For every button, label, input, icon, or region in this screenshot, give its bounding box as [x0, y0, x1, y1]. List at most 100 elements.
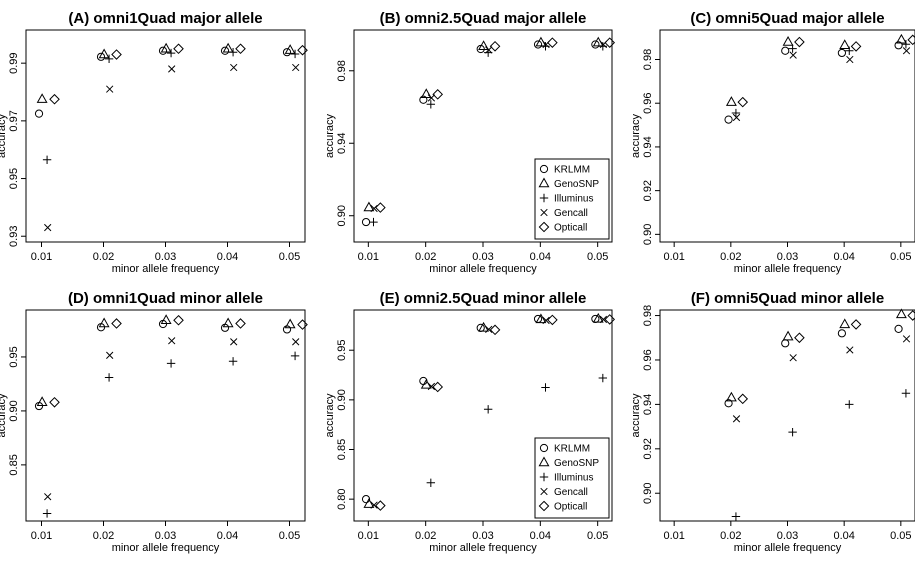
- point-illuminus: [369, 217, 378, 227]
- y-tick-label: 0.94: [642, 394, 654, 415]
- point-gencall: [106, 85, 114, 93]
- point-krlmm: [724, 399, 733, 408]
- point-genosnp: [592, 312, 604, 323]
- point-genosnp: [160, 314, 172, 324]
- point-genosnp: [284, 44, 296, 54]
- panel-c: (C) omni5Quad major allele 0.01 0.02 0.03 0.…: [630, 10, 915, 275]
- plot-frame: [659, 309, 915, 522]
- y-tick-label: 0.90: [642, 224, 654, 245]
- x-tick-label: 0.01: [358, 251, 379, 263]
- point-illuminus: [788, 427, 797, 437]
- point-opticall: [297, 319, 308, 330]
- point-gencall: [732, 113, 741, 122]
- point-genosnp: [222, 317, 234, 328]
- x-tick-label: 0.05: [890, 251, 911, 263]
- point-opticall: [111, 318, 122, 329]
- x-tick-label: 0.01: [31, 251, 52, 263]
- x-tick-label: 0.03: [472, 251, 493, 263]
- legend-label: Opticall: [554, 223, 587, 234]
- point-genosnp: [284, 318, 296, 329]
- point-opticall: [489, 41, 501, 52]
- y-tick-label: 0.94: [336, 133, 348, 154]
- point-illuminus: [598, 373, 608, 383]
- point-illuminus: [901, 40, 911, 49]
- point-opticall: [737, 393, 749, 405]
- y-tick-label: 0.98: [336, 60, 348, 81]
- point-gencall: [230, 63, 238, 72]
- point-illuminus: [104, 54, 114, 64]
- point-gencall: [230, 338, 238, 346]
- x-tick-label: 0.05: [890, 530, 911, 542]
- point-genosnp: [478, 40, 490, 51]
- x-tick-label: 0.02: [720, 530, 741, 542]
- plot-frame: [25, 29, 306, 243]
- x-axis-label: minor allele frequency: [112, 263, 220, 275]
- point-opticall: [375, 500, 386, 511]
- x-axis-label: minor allele frequency: [429, 542, 537, 554]
- point-gencall: [427, 94, 436, 102]
- x-tick-label: 0.03: [777, 251, 798, 263]
- x-tick-label: 0.03: [777, 530, 798, 542]
- point-gencall: [485, 325, 493, 334]
- y-tick-label: 0.90: [336, 205, 348, 226]
- point-illuminus: [166, 48, 176, 58]
- legend-cross-icon: [540, 487, 548, 496]
- legend-label: GenoSNP: [554, 458, 599, 469]
- x-tick-label: 0.04: [833, 530, 854, 542]
- point-krlmm: [837, 329, 847, 338]
- point-opticall: [737, 96, 749, 108]
- point-illuminus: [731, 512, 741, 521]
- point-illuminus: [731, 108, 741, 118]
- point-opticall: [547, 314, 558, 326]
- point-illuminus: [104, 373, 114, 382]
- point-opticall: [850, 319, 862, 330]
- plot-frame: [659, 29, 915, 243]
- point-illuminus: [483, 405, 493, 414]
- x-tick-label: 0.02: [93, 530, 114, 542]
- point-krlmm: [781, 339, 790, 348]
- x-tick-label: 0.01: [663, 530, 684, 542]
- point-genosnp: [363, 498, 375, 508]
- point-gencall: [44, 493, 52, 501]
- legend: KRLMM GenoSNP Illuminus Gencall Opticall: [534, 437, 610, 519]
- point-gencall: [542, 316, 550, 325]
- point-opticall: [850, 41, 862, 52]
- panel-title: (D) omni1Quad minor allele: [68, 290, 263, 307]
- point-opticall: [547, 37, 558, 48]
- y-tick-label: 0.90: [642, 483, 654, 504]
- panel-title: (C) omni5Quad major allele: [690, 10, 884, 27]
- legend-circle-icon: [539, 443, 549, 453]
- point-krlmm: [158, 46, 168, 55]
- point-opticall: [794, 36, 805, 48]
- x-tick-label: 0.02: [720, 251, 741, 263]
- point-illuminus: [228, 48, 238, 57]
- panel-title: (A) omni1Quad major allele: [68, 10, 262, 27]
- point-krlmm: [220, 46, 230, 55]
- point-krlmm: [34, 109, 44, 118]
- point-genosnp: [36, 93, 48, 103]
- point-gencall: [168, 65, 176, 73]
- panel-b: (B) omni2.5Quad major allele 0.01 0.02 0.03…: [324, 10, 616, 275]
- point-gencall: [902, 335, 911, 343]
- point-genosnp: [782, 35, 794, 46]
- point-krlmm: [361, 217, 371, 227]
- y-axis-label: accuracy: [630, 113, 642, 158]
- y-tick-label: 0.99: [8, 52, 20, 73]
- x-tick-label: 0.01: [663, 251, 684, 263]
- point-opticall: [111, 49, 122, 60]
- point-genosnp: [535, 313, 547, 324]
- point-genosnp: [98, 317, 110, 328]
- y-tick-label: 0.90: [8, 400, 20, 421]
- plot-frame: [25, 309, 306, 522]
- legend-box: [534, 158, 610, 240]
- panel-f: (F) omni5Quad minor allele 0.01 0.02 0.03 0.…: [630, 290, 915, 554]
- x-tick-label: 0.04: [530, 251, 551, 263]
- legend-label: Gencall: [554, 487, 588, 498]
- legend-label: GenoSNP: [554, 179, 599, 190]
- y-tick-label: 0.90: [336, 389, 348, 410]
- point-opticall: [173, 43, 184, 55]
- point-illuminus: [290, 351, 300, 361]
- legend-label: KRLMM: [554, 165, 590, 176]
- point-krlmm: [781, 46, 790, 55]
- point-opticall: [489, 324, 501, 336]
